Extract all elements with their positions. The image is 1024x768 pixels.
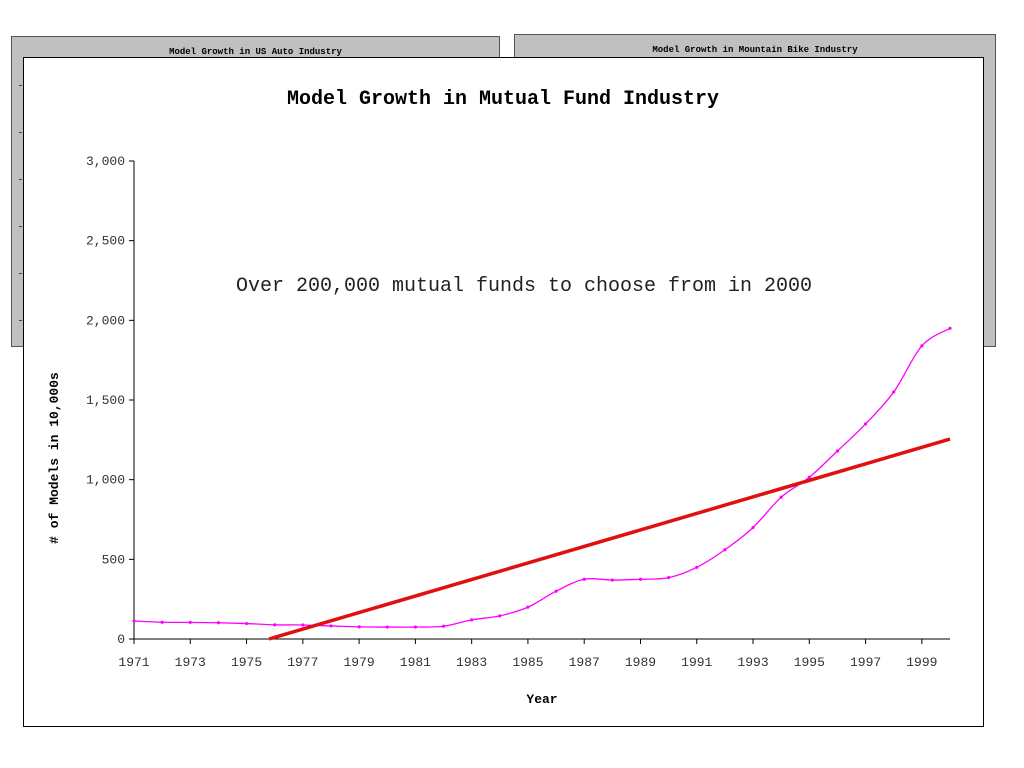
chart-annotation: Over 200,000 mutual funds to choose from… (236, 275, 812, 298)
background-panel-title: Model Growth in US Auto Industry (169, 47, 342, 57)
data-point (638, 577, 643, 581)
x-tick-label: 1999 (906, 655, 937, 670)
background-panel-title: Model Growth in Mountain Bike Industry (652, 45, 858, 55)
line-chart: Model Growth in Mutual Fund Industry Ove… (47, 88, 952, 707)
chart-frame: Model Growth in Mutual Fund Industry Ove… (23, 57, 984, 727)
y-axis-ticks: 0 500 1,000 1,500 2,000 2,500 3,000 (86, 154, 134, 647)
data-point (441, 624, 446, 628)
background-tick (19, 132, 22, 133)
data-point (216, 621, 221, 625)
x-axis-ticks: 1971 1973 1975 1977 1979 1981 1983 1985 1987 1989… (118, 639, 937, 670)
y-tick-label: 500 (102, 552, 125, 567)
data-point (132, 619, 136, 623)
data-point (526, 605, 530, 609)
x-tick-label: 1989 (625, 655, 656, 670)
data-point (723, 548, 727, 552)
data-point (413, 625, 417, 629)
x-tick-label: 1985 (512, 655, 543, 670)
data-point (188, 620, 192, 625)
data-point (385, 625, 389, 629)
data-point (498, 614, 502, 618)
data-point (807, 475, 811, 479)
data-point (357, 625, 361, 629)
background-tick (19, 179, 22, 180)
data-point (948, 326, 952, 330)
x-tick-label: 1977 (287, 655, 318, 670)
data-series-line (133, 327, 951, 628)
chart-title: Model Growth in Mutual Fund Industry (287, 88, 719, 111)
data-point (835, 449, 840, 453)
data-point (244, 621, 249, 626)
x-tick-label: 1979 (343, 655, 374, 670)
background-tick (19, 320, 22, 321)
x-axis-title: Year (526, 692, 557, 707)
data-point (160, 620, 164, 624)
background-tick (19, 273, 22, 274)
data-point (892, 390, 896, 394)
y-tick-label: 2,500 (86, 234, 125, 249)
x-tick-label: 1983 (456, 655, 487, 670)
x-tick-label: 1971 (118, 655, 149, 670)
x-tick-label: 1995 (794, 655, 825, 670)
y-tick-label: 3,000 (86, 154, 125, 169)
x-tick-label: 1993 (737, 655, 768, 670)
y-tick-label: 2,000 (86, 313, 125, 328)
data-point (329, 624, 333, 628)
background-tick (19, 85, 22, 86)
data-point (470, 618, 474, 622)
y-tick-label: 0 (117, 632, 125, 647)
y-tick-label: 1,500 (86, 393, 125, 408)
data-point (301, 623, 305, 627)
y-tick-label: 1,000 (86, 473, 125, 488)
data-point (920, 344, 924, 348)
x-tick-label: 1991 (681, 655, 712, 670)
series-group (132, 326, 952, 641)
trendline (268, 437, 951, 641)
data-point (779, 495, 783, 499)
x-tick-label: 1987 (569, 655, 600, 670)
data-point (863, 422, 868, 426)
data-point (610, 578, 614, 582)
x-tick-label: 1973 (175, 655, 206, 670)
x-tick-label: 1997 (850, 655, 881, 670)
y-axis-title: # of Models in 10,000s (47, 372, 62, 544)
background-tick (19, 226, 22, 227)
x-tick-label: 1981 (400, 655, 431, 670)
data-point (582, 577, 586, 581)
data-point (667, 576, 671, 580)
data-point (554, 589, 558, 593)
data-point (695, 565, 699, 569)
x-tick-label: 1975 (231, 655, 262, 670)
data-point (751, 525, 755, 530)
data-point (273, 623, 277, 627)
